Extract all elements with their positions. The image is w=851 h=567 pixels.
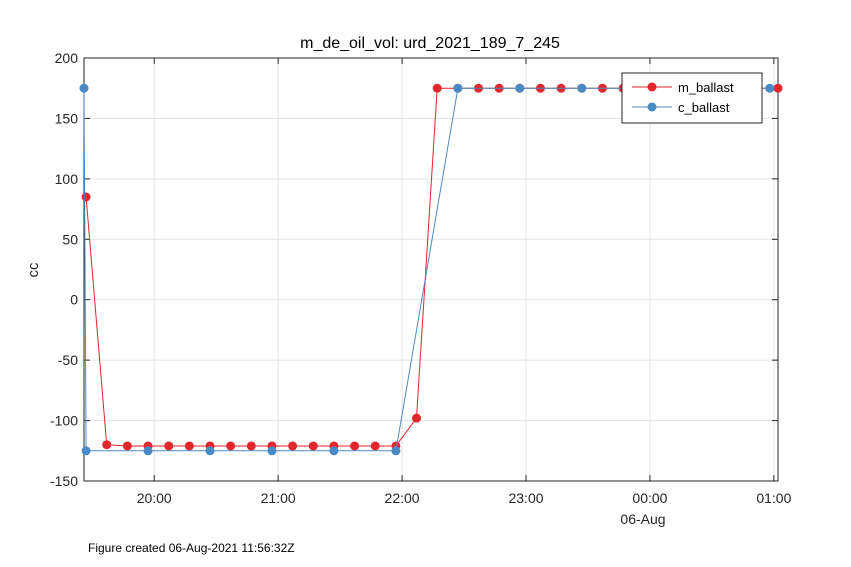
legend-box	[621, 72, 763, 124]
y-tick-label: 150	[55, 110, 79, 126]
axis-ticks: -150 -100 -50 0 50 100 150 200 20:00 21:00 22:00 23…	[50, 50, 792, 506]
x-tick-label: 23:00	[508, 490, 543, 506]
data-point	[391, 446, 401, 456]
data-point	[184, 441, 194, 451]
y-tick-label: 0	[70, 292, 78, 308]
legend-label: m_ballast	[678, 80, 734, 95]
data-point	[453, 83, 463, 93]
x-tick-label: 20:00	[137, 490, 172, 506]
figure-footer: Figure created 06-Aug-2021 11:56:32Z	[88, 541, 295, 555]
data-point	[288, 441, 298, 451]
series-line	[83, 87, 770, 452]
data-point	[143, 446, 153, 456]
y-tick-label: 50	[62, 231, 78, 247]
data-point	[308, 441, 318, 451]
series-line	[85, 87, 778, 447]
series-m-ballast	[81, 83, 783, 451]
y-tick-label: -100	[50, 413, 78, 429]
plot-area	[83, 57, 779, 482]
data-point	[412, 413, 422, 423]
y-tick-label: -50	[58, 352, 78, 368]
y-tick-label: -150	[50, 473, 78, 489]
series-group	[79, 83, 783, 456]
data-point	[81, 192, 91, 202]
data-point	[577, 83, 587, 93]
data-point	[765, 83, 775, 93]
data-point	[350, 441, 360, 451]
data-point	[164, 441, 174, 451]
legend: m_ballast c_ballast	[621, 72, 763, 124]
legend-swatch-marker	[647, 82, 657, 92]
data-point	[515, 83, 525, 93]
data-point	[226, 441, 236, 451]
data-point	[267, 446, 277, 456]
legend-swatch-marker	[647, 102, 657, 112]
y-axis-label: cc	[25, 262, 42, 278]
series-c-ballast	[79, 83, 775, 456]
x-tick-label: 00:00	[632, 490, 667, 506]
data-point	[81, 446, 91, 456]
grid	[84, 58, 778, 481]
chart-title: m_de_oil_vol: urd_2021_189_7_245	[300, 35, 560, 52]
y-tick-label: 100	[55, 171, 79, 187]
data-point	[205, 446, 215, 456]
data-point	[370, 441, 380, 451]
x-tick-label: 21:00	[261, 490, 296, 506]
data-point	[79, 83, 89, 93]
data-point	[122, 441, 132, 451]
data-point	[773, 83, 783, 93]
data-point	[329, 446, 339, 456]
data-point	[246, 441, 256, 451]
x-tick-label: 01:00	[756, 490, 791, 506]
y-tick-label: 200	[55, 50, 79, 66]
x-tick-label: 22:00	[385, 490, 420, 506]
data-point	[102, 440, 112, 450]
date-label: 06-Aug	[620, 511, 665, 527]
data-point	[432, 83, 442, 93]
legend-label: c_ballast	[678, 100, 730, 115]
